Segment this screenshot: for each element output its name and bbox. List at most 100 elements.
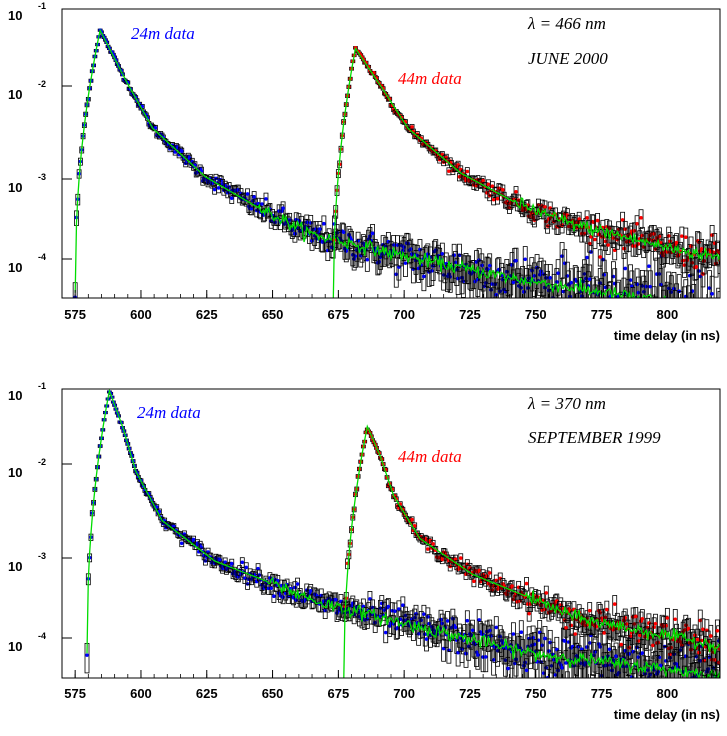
data-point (658, 663, 663, 668)
data-point (547, 649, 551, 653)
error-bar (642, 281, 648, 298)
error-bar (507, 265, 512, 298)
data-point (562, 639, 567, 643)
series-label: 24m data (137, 403, 201, 422)
error-bar (559, 605, 565, 624)
data-point (445, 619, 450, 623)
error-bar (684, 618, 690, 644)
error-bar (685, 304, 689, 323)
data-point (429, 624, 434, 629)
error-bar (663, 615, 669, 640)
data-point (636, 639, 641, 643)
error-bar (530, 625, 536, 657)
data-point (549, 664, 554, 668)
error-bar (709, 275, 715, 298)
data-point (692, 300, 696, 304)
error-bar (217, 555, 223, 566)
error-bar (636, 631, 641, 654)
data-point (646, 310, 650, 314)
error-bar (455, 160, 461, 170)
error-bar (680, 657, 686, 678)
data-point (683, 654, 688, 659)
error-bar (621, 277, 627, 298)
error-bar (572, 625, 578, 645)
data-point (249, 206, 254, 211)
error-bar (272, 215, 278, 231)
error-bar (508, 581, 514, 595)
data-point (519, 630, 524, 634)
error-bar (553, 288, 558, 298)
data-point (598, 255, 603, 259)
data-point (574, 279, 579, 283)
data-point (610, 668, 614, 673)
data-point (281, 206, 285, 211)
data-point (687, 301, 691, 305)
data-point (566, 682, 570, 686)
data-point (544, 591, 549, 595)
error-bar (289, 223, 295, 239)
series-label: 44m data (398, 69, 462, 88)
data-point (408, 247, 413, 251)
data-point (272, 594, 276, 599)
data-point (641, 289, 646, 294)
data-point (697, 240, 701, 244)
data-point (523, 257, 528, 262)
error-bar (647, 270, 653, 298)
data-point (498, 634, 503, 639)
error-bar (503, 648, 508, 677)
error-bar (464, 610, 470, 635)
error-bar (624, 614, 629, 637)
plot-area (84, 389, 720, 687)
data-point (368, 234, 372, 239)
data-point (687, 641, 692, 645)
error-bar (543, 655, 549, 678)
data-point (702, 324, 706, 328)
error-bar (672, 609, 678, 634)
error-bar (421, 265, 427, 292)
data-point (527, 276, 531, 280)
data-point (602, 631, 606, 635)
x-tick-label: 675 (328, 307, 350, 322)
error-bar (586, 649, 591, 678)
data-point (598, 645, 603, 649)
data-point (638, 679, 642, 683)
error-bar (614, 303, 618, 323)
data-point (657, 272, 662, 276)
x-tick-label: 725 (459, 307, 481, 322)
data-point (624, 622, 629, 626)
error-bar (474, 250, 479, 280)
error-bar (521, 653, 527, 678)
error-bar (545, 665, 551, 678)
chart-panel-2: 24m data 44m data 575 600 625 650 675 700 725 750… (8, 381, 721, 722)
data-point (240, 560, 245, 565)
error-bar (691, 283, 697, 298)
x-tick-label: 650 (262, 307, 284, 322)
error-bar (646, 663, 652, 678)
error-bar (524, 577, 529, 592)
error-bar (399, 115, 404, 121)
y-tick-exponent: -2 (38, 457, 46, 467)
x-axis-label: time delay (in ns) (614, 707, 720, 722)
x-tick-label: 750 (525, 307, 547, 322)
error-bar (653, 613, 658, 637)
data-point (383, 630, 388, 635)
data-point (441, 273, 446, 277)
data-point (416, 631, 421, 636)
data-point (652, 625, 656, 629)
data-point (701, 683, 705, 687)
error-bar (458, 553, 464, 564)
data-point (427, 621, 431, 626)
error-bar (429, 260, 435, 286)
data-point (656, 640, 660, 645)
data-point (661, 253, 666, 258)
data-point (516, 585, 521, 590)
data-point (697, 650, 701, 655)
error-bar (476, 609, 482, 635)
error-bar (480, 646, 486, 673)
data-point (245, 192, 250, 196)
data-point (663, 300, 667, 304)
error-bar (493, 616, 499, 644)
error-bar (450, 608, 456, 633)
data-point (707, 286, 712, 290)
y-tick-exponent: -1 (38, 1, 46, 11)
